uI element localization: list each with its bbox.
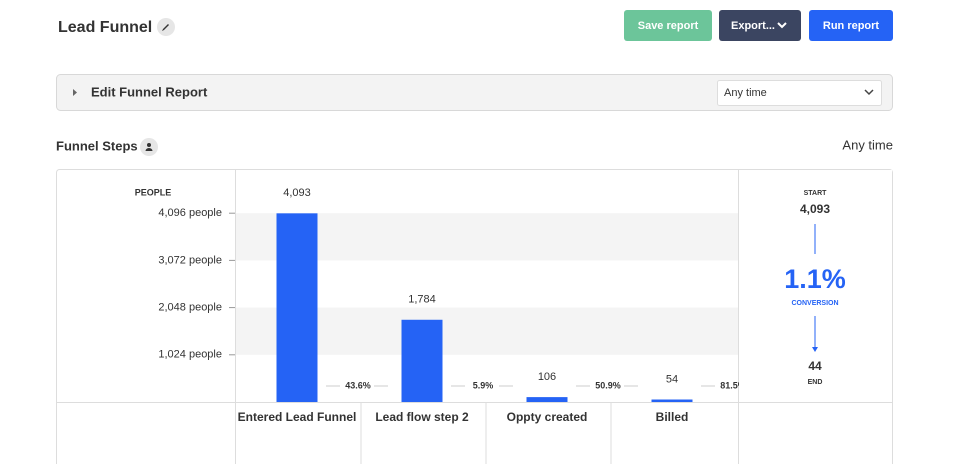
value-label: 106 bbox=[538, 371, 556, 383]
export-button[interactable] bbox=[719, 10, 801, 41]
step-conversion: 81.5% bbox=[720, 380, 746, 390]
chevron bbox=[777, 22, 787, 29]
icon-part bbox=[145, 148, 153, 151]
start-label: START bbox=[804, 190, 828, 197]
expand-arrow bbox=[73, 89, 77, 96]
plot: 1,024 people 2,048 people 3,072 people 4,09… bbox=[158, 187, 763, 464]
band bbox=[236, 307, 738, 355]
section-title: Funnel Steps bbox=[56, 138, 138, 153]
x-tick-label: Billed bbox=[656, 410, 689, 424]
step-conversion: 5.9% bbox=[473, 380, 494, 390]
time-select-label: Any time bbox=[724, 87, 767, 99]
y-tick-label: 4,096 people bbox=[158, 207, 222, 219]
end-label: END bbox=[808, 379, 823, 386]
bar bbox=[401, 319, 443, 402]
x-tick-label: Entered Lead Funnel bbox=[238, 410, 357, 424]
section-time: Any time bbox=[842, 137, 893, 152]
pencil bbox=[162, 24, 169, 31]
step-conversion: 50.9% bbox=[595, 380, 621, 390]
icon-part bbox=[147, 143, 151, 147]
y-axis-label: PEOPLE bbox=[135, 187, 172, 197]
edit-panel[interactable] bbox=[56, 74, 893, 111]
y-tick-label: 2,048 people bbox=[158, 302, 222, 314]
bar bbox=[651, 399, 693, 402]
time-select[interactable] bbox=[717, 80, 882, 106]
run-button[interactable] bbox=[809, 10, 893, 41]
save-label: Save report bbox=[638, 20, 699, 32]
flow-arrow bbox=[812, 347, 818, 352]
value-label: 4,093 bbox=[283, 187, 311, 199]
summary-panel bbox=[739, 170, 892, 402]
band bbox=[236, 213, 738, 261]
bar bbox=[526, 397, 568, 402]
report-title: Lead Funnel bbox=[58, 19, 152, 36]
conversion-label: CONVERSION bbox=[791, 300, 838, 307]
bar bbox=[276, 213, 318, 402]
chevron bbox=[864, 89, 874, 96]
edit-panel-title: Edit Funnel Report bbox=[91, 84, 208, 99]
conversion: 1.1% bbox=[784, 264, 846, 294]
run-label: Run report bbox=[823, 20, 880, 32]
save-button[interactable] bbox=[624, 10, 712, 41]
end-value: 44 bbox=[808, 359, 822, 373]
y-tick-label: 3,072 people bbox=[158, 254, 222, 266]
value-label: 54 bbox=[666, 373, 678, 385]
start-value: 4,093 bbox=[800, 202, 830, 216]
x-tick-label: Lead flow step 2 bbox=[375, 410, 469, 424]
step-conversion: 43.6% bbox=[345, 380, 371, 390]
export-label: Export... bbox=[731, 20, 775, 32]
value-label: 1,784 bbox=[408, 294, 436, 306]
x-tick-label: Oppty created bbox=[507, 410, 588, 424]
y-tick-label: 1,024 people bbox=[158, 349, 222, 361]
